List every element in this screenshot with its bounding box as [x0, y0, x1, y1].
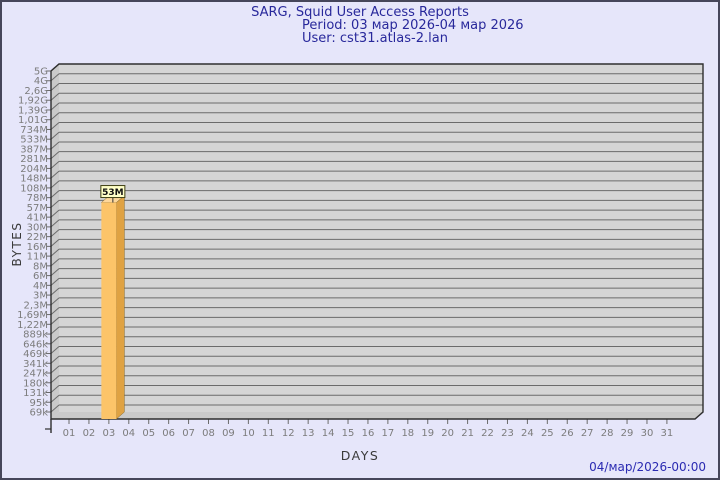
y-tick-label: 4G: [34, 76, 48, 87]
y-tick-label: 341k: [23, 359, 48, 370]
y-tick-label: 6M: [33, 271, 48, 282]
y-tick-label: 78M: [27, 193, 48, 204]
x-tick-label: 17: [382, 428, 395, 439]
x-tick-label: 22: [481, 428, 494, 439]
y-tick-label: 131k: [23, 388, 48, 399]
x-tick-label: 20: [441, 428, 454, 439]
y-tick-label: 734M: [20, 125, 48, 136]
y-tick-label: 108M: [20, 183, 48, 194]
x-tick-label: 04: [122, 428, 135, 439]
y-tick-label: 247k: [23, 369, 48, 380]
value-label-text: 53M: [102, 188, 124, 198]
x-tick-label: 24: [521, 428, 534, 439]
x-tick-label: 27: [581, 428, 594, 439]
y-tick-label: 204M: [20, 164, 48, 175]
x-tick-label: 08: [202, 428, 215, 439]
y-tick-label: 95k: [29, 398, 48, 409]
y-tick-label: 281M: [20, 154, 48, 165]
y-tick-label: 3M: [33, 291, 48, 302]
x-tick-label: 29: [621, 428, 634, 439]
x-tick-label: 18: [401, 428, 414, 439]
x-tick-label: 03: [102, 428, 115, 439]
x-tick-label: 05: [142, 428, 155, 439]
y-tick-label: 387M: [20, 144, 48, 155]
y-tick-label: 11M: [27, 252, 48, 263]
value-label-box: [100, 185, 126, 199]
x-axis-title: DAYS: [340, 448, 380, 463]
bar-side-face: [116, 194, 125, 420]
x-tick-label: 16: [362, 428, 375, 439]
x-tick-label: 19: [421, 428, 434, 439]
x-tick-label: 28: [601, 428, 614, 439]
y-axis-ticks: 5G4G2,6G1,92G1,39G1,01G734M533M387M281M2…: [17, 67, 51, 418]
y-tick-label: 8M: [33, 261, 48, 272]
y-tick-label: 1,69M: [17, 310, 48, 321]
y-tick-label: 1,92G: [18, 96, 48, 107]
plot-frame: [50, 63, 704, 420]
x-tick-label: 23: [501, 428, 514, 439]
x-tick-label: 11: [262, 428, 275, 439]
x-tick-label: 14: [322, 428, 335, 439]
y-tick-label: 469k: [23, 349, 48, 360]
bar-front-face: [101, 202, 117, 419]
y-tick-label: 69k: [29, 407, 48, 418]
chart-subtitle-user: User: cst31.atlas-2.lan: [302, 31, 448, 46]
x-tick-label: 21: [461, 428, 474, 439]
x-axis-ticks: 01 02 03 04 05 06 07 08 09 10 11 12 13 14 15 16 17 18 19 20…: [63, 419, 674, 439]
x-tick-label: 02: [83, 428, 96, 439]
x-tick-label: 30: [641, 428, 654, 439]
y-tick-label: 889k: [23, 330, 48, 341]
chart-subtitle-period: Period: 03 мар 2026-04 мар 2026: [302, 18, 524, 33]
x-tick-label: 10: [242, 428, 255, 439]
x-tick-label: 15: [342, 428, 355, 439]
y-tick-label: 533M: [20, 135, 48, 146]
y-tick-label: 57M: [27, 203, 48, 214]
y-tick-label: 4M: [33, 281, 48, 292]
y-tick-label: 1,39G: [18, 105, 48, 116]
chart-title: SARG, Squid User Access Reports: [251, 5, 469, 20]
y-tick-label: 646k: [23, 339, 48, 350]
x-tick-label: 07: [182, 428, 195, 439]
x-tick-label: 31: [661, 428, 674, 439]
y-tick-label: 5G: [34, 67, 48, 78]
x-tick-label: 01: [63, 428, 76, 439]
y-tick-label: 148M: [20, 174, 48, 185]
y-tick-label: 41M: [27, 213, 48, 224]
y-tick-label: 16M: [27, 242, 48, 253]
y-tick-label: 2,6G: [24, 86, 48, 97]
y-tick-label: 30M: [27, 222, 48, 233]
x-tick-label: 09: [222, 428, 235, 439]
x-tick-label: 13: [302, 428, 315, 439]
y-tick-label: 1,01G: [18, 115, 48, 126]
x-tick-label: 26: [561, 428, 574, 439]
y-tick-label: 180k: [23, 378, 48, 389]
x-tick-label: 12: [282, 428, 295, 439]
y-tick-label: 1,22M: [17, 320, 48, 331]
report-generated-timestamp: 04/мар/2026-00:00: [589, 460, 706, 474]
left-wall: [51, 64, 59, 419]
plot-area: [59, 64, 703, 412]
y-tick-label: 2,3M: [23, 300, 48, 311]
floor: [51, 412, 703, 419]
x-tick-label: 25: [541, 428, 554, 439]
y-tick-label: 22M: [27, 232, 48, 243]
y-axis-title: BYTES: [10, 221, 24, 267]
x-tick-label: 06: [162, 428, 175, 439]
bar-day-03: 53M: [100, 185, 126, 420]
